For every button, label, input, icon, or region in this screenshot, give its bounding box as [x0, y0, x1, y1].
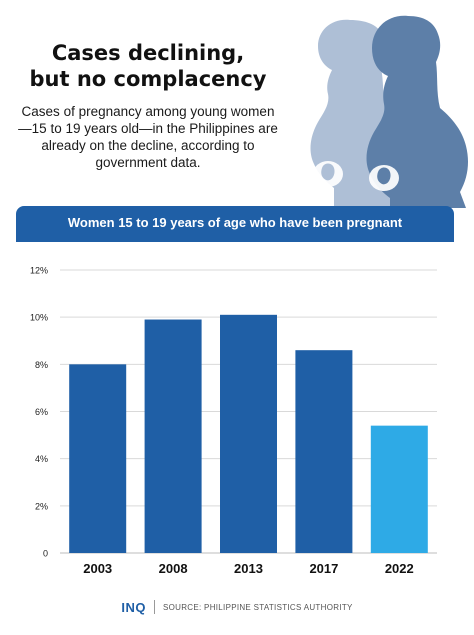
source-credit: SOURCE: PHILIPPINE STATISTICS AUTHORITY — [162, 602, 353, 612]
fetus-icon — [369, 165, 399, 191]
footer: INQ SOURCE: PHILIPPINE STATISTICS AUTHOR… — [0, 596, 474, 618]
x-tick-label: 2022 — [385, 561, 414, 576]
x-tick-label: 2008 — [159, 561, 188, 576]
y-tick-label: 6% — [35, 407, 48, 417]
inq-logo: INQ — [121, 599, 146, 615]
page-title: Cases declining, but no complacency — [18, 40, 278, 92]
y-tick-label: 12% — [30, 266, 48, 276]
bar — [220, 314, 277, 553]
bar — [69, 364, 127, 553]
x-tick-label: 2017 — [309, 561, 338, 576]
bar-chart: 0 2% 4% 6% 8% 10% 12% 2003 2008 2013 2017 2022 — [30, 266, 437, 576]
header: Cases declining, but no complacency Case… — [0, 0, 474, 208]
y-tick-label: 0 — [43, 549, 48, 559]
pregnant-woman-silhouette-icon — [310, 15, 468, 208]
page-subtitle: Cases of pregnancy among young women—15 … — [18, 104, 278, 170]
title-line-2: but no complacency — [29, 67, 267, 91]
bar — [370, 425, 428, 553]
title-line-1: Cases declining, — [51, 41, 245, 65]
x-tick-label: 2003 — [83, 561, 112, 576]
fetus-icon — [313, 161, 343, 187]
y-tick-label: 8% — [35, 360, 48, 370]
chart-banner: Women 15 to 19 years of age who have bee… — [16, 206, 454, 240]
silhouette-front — [366, 15, 468, 208]
y-tick-label: 4% — [35, 454, 48, 464]
banner-underline — [16, 240, 454, 242]
x-tick-label: 2013 — [234, 561, 263, 576]
footer-divider — [153, 600, 155, 614]
y-tick-label: 2% — [35, 501, 48, 511]
bar — [295, 350, 353, 553]
bar — [144, 319, 202, 553]
y-tick-label: 10% — [30, 313, 48, 323]
